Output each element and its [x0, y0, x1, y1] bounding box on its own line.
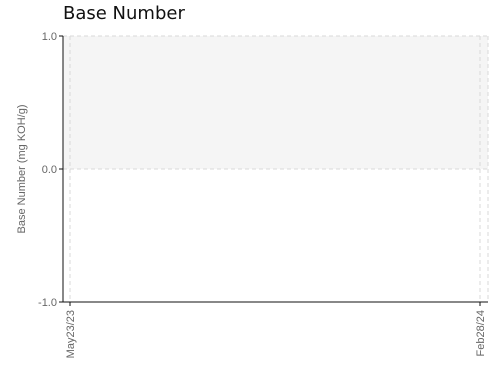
x-tick-label: Feb28/24 [475, 310, 487, 356]
chart-title: Base Number [63, 3, 185, 24]
shaded-band [63, 36, 488, 169]
y-tick-label: 0.0 [42, 164, 57, 176]
horizontal-gridlines [63, 35, 488, 170]
vertical-gridlines [69, 36, 489, 302]
x-tick-label: May23/23 [65, 310, 77, 358]
x-axis-ticks: May23/23 Feb28/24 [65, 302, 487, 358]
y-tick-label: -1.0 [38, 297, 57, 309]
y-tick-label: 1.0 [42, 31, 57, 43]
y-axis-title: Base Number (mg KOH/g) [16, 105, 28, 234]
y-axis-ticks: 1.0 0.0 -1.0 [38, 31, 63, 309]
